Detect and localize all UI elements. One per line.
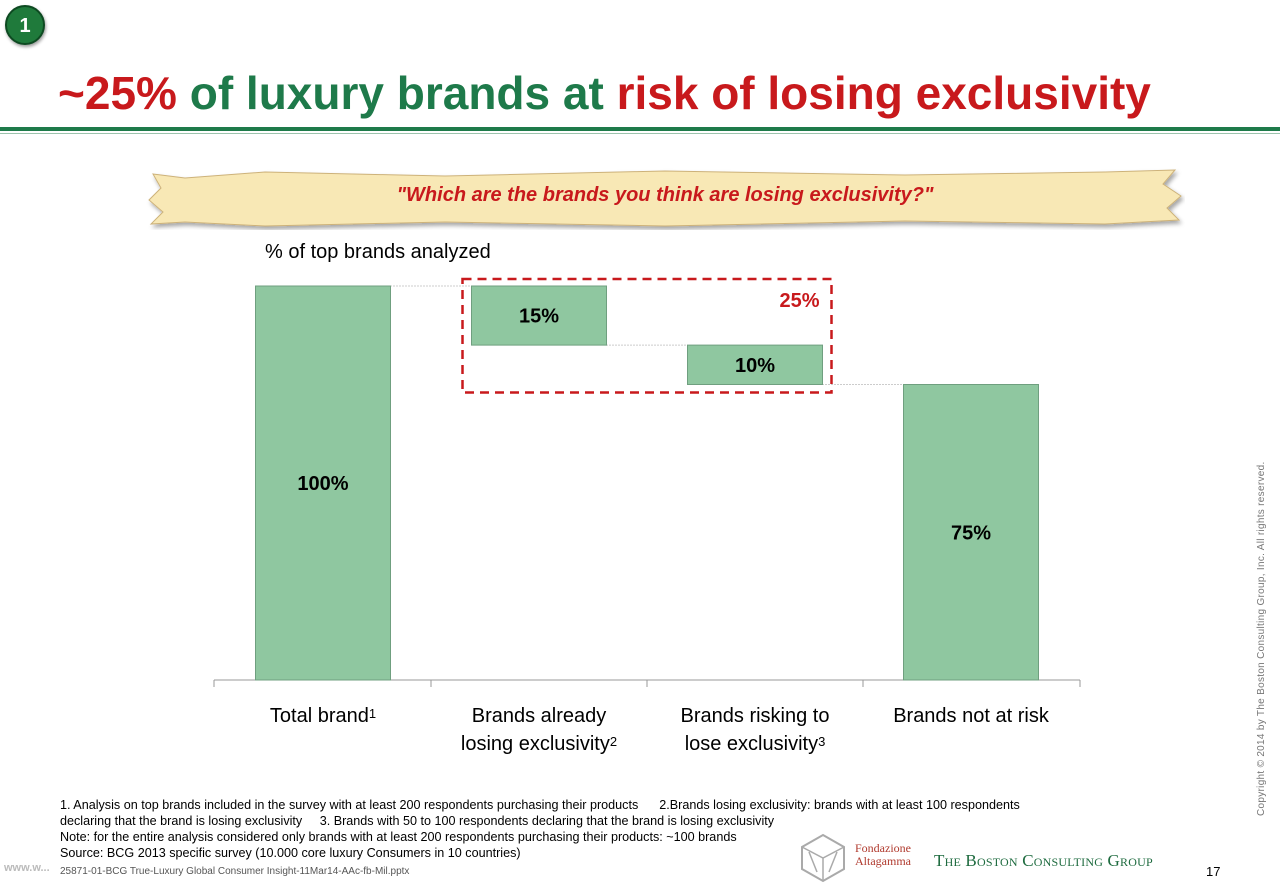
footnote-line-2: declaring that the brand is losing exclu… — [60, 814, 775, 828]
footnote-note: Note: for the entire analysis considered… — [60, 830, 737, 844]
category-label-2-line-1: lose exclusivity3 — [684, 733, 826, 755]
footnotes: 1. Analysis on top brands included in th… — [60, 797, 1210, 861]
bar-2 — [687, 344, 823, 386]
data-label-1: 15% — [519, 306, 559, 328]
watermark: www.w... — [4, 862, 50, 874]
section-number-badge: 1 — [5, 5, 45, 45]
at-risk-highlight-box — [461, 277, 833, 394]
altagamma-logo-text: Fondazione Altagamma — [855, 842, 911, 868]
category-label-1: Brands already losing exclusivity2 — [431, 702, 647, 758]
category-label-2-line-0: Brands risking to — [680, 705, 830, 727]
footnote-marker: 1 — [368, 706, 377, 721]
title-highlight-risk: risk of losing exclusivity — [616, 67, 1151, 119]
scroll-banner-shape — [148, 169, 1182, 227]
altagamma-line-1: Fondazione — [855, 841, 911, 855]
title-divider — [0, 127, 1280, 131]
at-risk-total-label: 25% — [779, 290, 819, 312]
slide-title: ~25% of luxury brands at risk of losing … — [58, 66, 1258, 120]
category-label-3: Brands not at risk — [863, 702, 1079, 730]
data-label-3: 75% — [951, 522, 991, 544]
title-highlight-percent: ~25% — [58, 67, 177, 119]
footnote-marker: 2 — [609, 734, 618, 749]
question-banner: "Which are the brands you think are losi… — [145, 166, 1185, 230]
altagamma-logo-icon — [801, 833, 845, 883]
category-label-0-line-0: Total brand1 — [269, 705, 377, 727]
copyright-notice: Copyright © 2014 by The Boston Consultin… — [1256, 461, 1267, 816]
footnote-source: Source: BCG 2013 specific survey (10.000… — [60, 846, 521, 860]
category-label-2: Brands risking to lose exclusivity3 — [647, 702, 863, 758]
y-unit-label: % of top brands analyzed — [265, 241, 491, 263]
title-divider-thin — [0, 133, 1280, 134]
bar-1 — [471, 285, 607, 346]
data-label-0: 100% — [297, 473, 348, 495]
page-number: 17 — [1206, 864, 1221, 879]
bcg-logo: The Boston Consulting Group — [934, 851, 1153, 870]
file-name: 25871-01-BCG True-Luxury Global Consumer… — [60, 866, 410, 877]
category-label-1-line-0: Brands already — [471, 705, 607, 727]
altagamma-line-2: Altagamma — [855, 854, 911, 868]
category-label-0: Total brand1 — [215, 702, 431, 730]
category-label-1-line-1: losing exclusivity2 — [460, 733, 618, 755]
data-label-2: 10% — [735, 355, 775, 377]
footnote-marker: 3 — [818, 734, 826, 749]
category-label-3-line-0: Brands not at risk — [893, 705, 1049, 727]
bar-3 — [903, 384, 1039, 681]
title-middle: of luxury brands at — [176, 67, 617, 119]
survey-question: "Which are the brands you think are losi… — [396, 184, 934, 206]
bar-0 — [255, 285, 391, 681]
footnote-line-1: 1. Analysis on top brands included in th… — [60, 798, 1020, 812]
